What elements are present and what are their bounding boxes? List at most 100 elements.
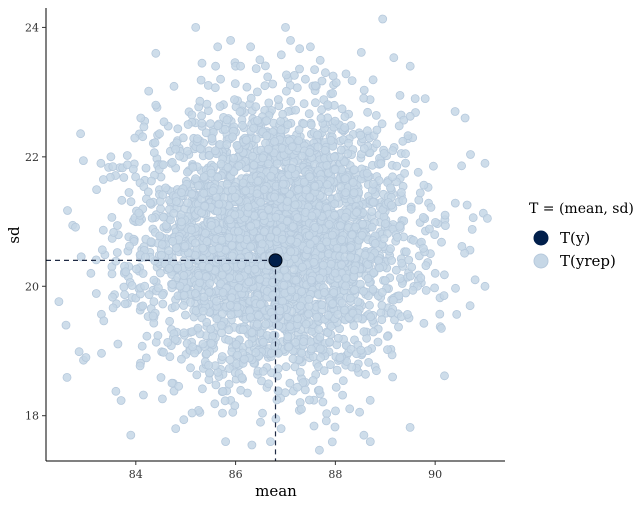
replicate-point bbox=[279, 280, 289, 290]
replicate-point bbox=[71, 222, 80, 232]
replicate-point bbox=[217, 270, 227, 280]
replicate-point bbox=[178, 133, 188, 143]
replicate-point bbox=[142, 331, 152, 341]
replicate-point bbox=[230, 95, 239, 104]
replicate-point bbox=[281, 70, 291, 80]
observed-layer bbox=[268, 253, 283, 268]
replicate-point bbox=[304, 231, 314, 240]
replicate-point bbox=[230, 79, 240, 88]
replicate-point bbox=[197, 118, 207, 128]
replicate-point bbox=[96, 158, 106, 168]
replicate-point bbox=[337, 235, 347, 245]
replicate-point bbox=[108, 303, 118, 313]
replicate-point bbox=[138, 269, 148, 278]
replicate-point bbox=[126, 430, 136, 440]
legend-title: T = (mean, sd) bbox=[529, 201, 634, 217]
replicate-point bbox=[258, 211, 268, 221]
replicate-point bbox=[120, 290, 129, 300]
replicate-point bbox=[322, 160, 332, 170]
replicate-point bbox=[408, 285, 418, 295]
replicate-point bbox=[286, 285, 296, 295]
replicate-point bbox=[333, 333, 343, 343]
replicate-point bbox=[307, 211, 317, 221]
replicate-point bbox=[450, 107, 460, 116]
replicate-point bbox=[323, 310, 333, 320]
replicate-point bbox=[326, 259, 336, 269]
replicate-point bbox=[282, 272, 292, 282]
replicate-point bbox=[131, 264, 141, 274]
replicate-point bbox=[230, 210, 240, 220]
replicate-point bbox=[234, 273, 244, 283]
replicate-point bbox=[404, 255, 414, 265]
replicate-point bbox=[299, 99, 309, 109]
replicate-point bbox=[179, 301, 189, 310]
replicate-point bbox=[197, 384, 207, 394]
replicate-point bbox=[173, 263, 183, 273]
replicate-point bbox=[357, 230, 367, 240]
replicate-point bbox=[388, 295, 398, 305]
replicate-point bbox=[127, 281, 137, 290]
replicate-point bbox=[395, 91, 405, 100]
replicate-point bbox=[187, 408, 197, 418]
replicate-point bbox=[360, 250, 370, 260]
replicate-point bbox=[451, 283, 460, 293]
replicate-point bbox=[424, 224, 434, 234]
replicate-point bbox=[230, 401, 240, 411]
replicate-point bbox=[258, 366, 268, 376]
replicate-point bbox=[188, 342, 198, 352]
legend-key bbox=[533, 230, 549, 246]
replicate-point bbox=[294, 136, 304, 146]
replicate-point bbox=[305, 192, 315, 202]
replicate-point bbox=[418, 243, 428, 253]
replicate-point bbox=[198, 306, 208, 316]
replicate-point bbox=[346, 243, 356, 253]
replicate-point bbox=[308, 376, 318, 385]
replicate-point bbox=[258, 153, 268, 163]
replicate-point bbox=[238, 325, 248, 335]
replicate-point bbox=[359, 286, 368, 296]
replicate-point bbox=[251, 134, 261, 144]
replicate-point bbox=[218, 386, 228, 396]
replicate-point bbox=[300, 74, 310, 84]
replicate-point bbox=[163, 337, 173, 347]
replicate-point bbox=[440, 210, 450, 220]
replicate-point bbox=[246, 221, 256, 231]
replicate-point bbox=[182, 167, 192, 177]
replicate-point bbox=[171, 424, 181, 434]
replicate-point bbox=[305, 42, 315, 52]
replicate-point bbox=[192, 134, 202, 144]
replicate-point bbox=[394, 322, 403, 332]
replicate-point bbox=[347, 362, 357, 372]
replicate-point bbox=[272, 395, 282, 405]
replicate-point bbox=[292, 382, 302, 392]
replicate-point bbox=[467, 224, 477, 234]
replicate-point bbox=[213, 121, 223, 130]
replicate-point bbox=[169, 81, 179, 91]
replicate-point bbox=[316, 353, 326, 363]
replicate-point bbox=[337, 260, 346, 270]
replicate-point bbox=[113, 221, 122, 230]
replicate-point bbox=[269, 314, 279, 324]
replicate-point bbox=[97, 348, 106, 358]
replicate-point bbox=[187, 189, 197, 199]
replicate-point bbox=[465, 301, 475, 311]
replicate-point bbox=[440, 371, 449, 381]
replicate-point bbox=[170, 301, 180, 311]
replicate-point bbox=[328, 299, 338, 309]
replicate-point bbox=[269, 330, 279, 340]
replicate-point bbox=[415, 188, 425, 198]
replicate-point bbox=[138, 390, 148, 400]
replicate-point bbox=[310, 65, 320, 74]
replicate-point bbox=[301, 319, 311, 329]
replicate-point bbox=[195, 278, 205, 288]
replicate-point bbox=[198, 254, 208, 264]
replicate-point bbox=[198, 339, 208, 349]
replicate-point bbox=[309, 421, 319, 431]
replicate-point bbox=[272, 226, 282, 236]
replicate-point bbox=[210, 399, 220, 409]
replicate-point bbox=[317, 300, 327, 310]
replicate-point bbox=[125, 241, 134, 251]
x-tick-label: 86 bbox=[229, 468, 243, 481]
y-tick-label: 18 bbox=[25, 410, 39, 423]
replicate-point bbox=[177, 188, 186, 198]
